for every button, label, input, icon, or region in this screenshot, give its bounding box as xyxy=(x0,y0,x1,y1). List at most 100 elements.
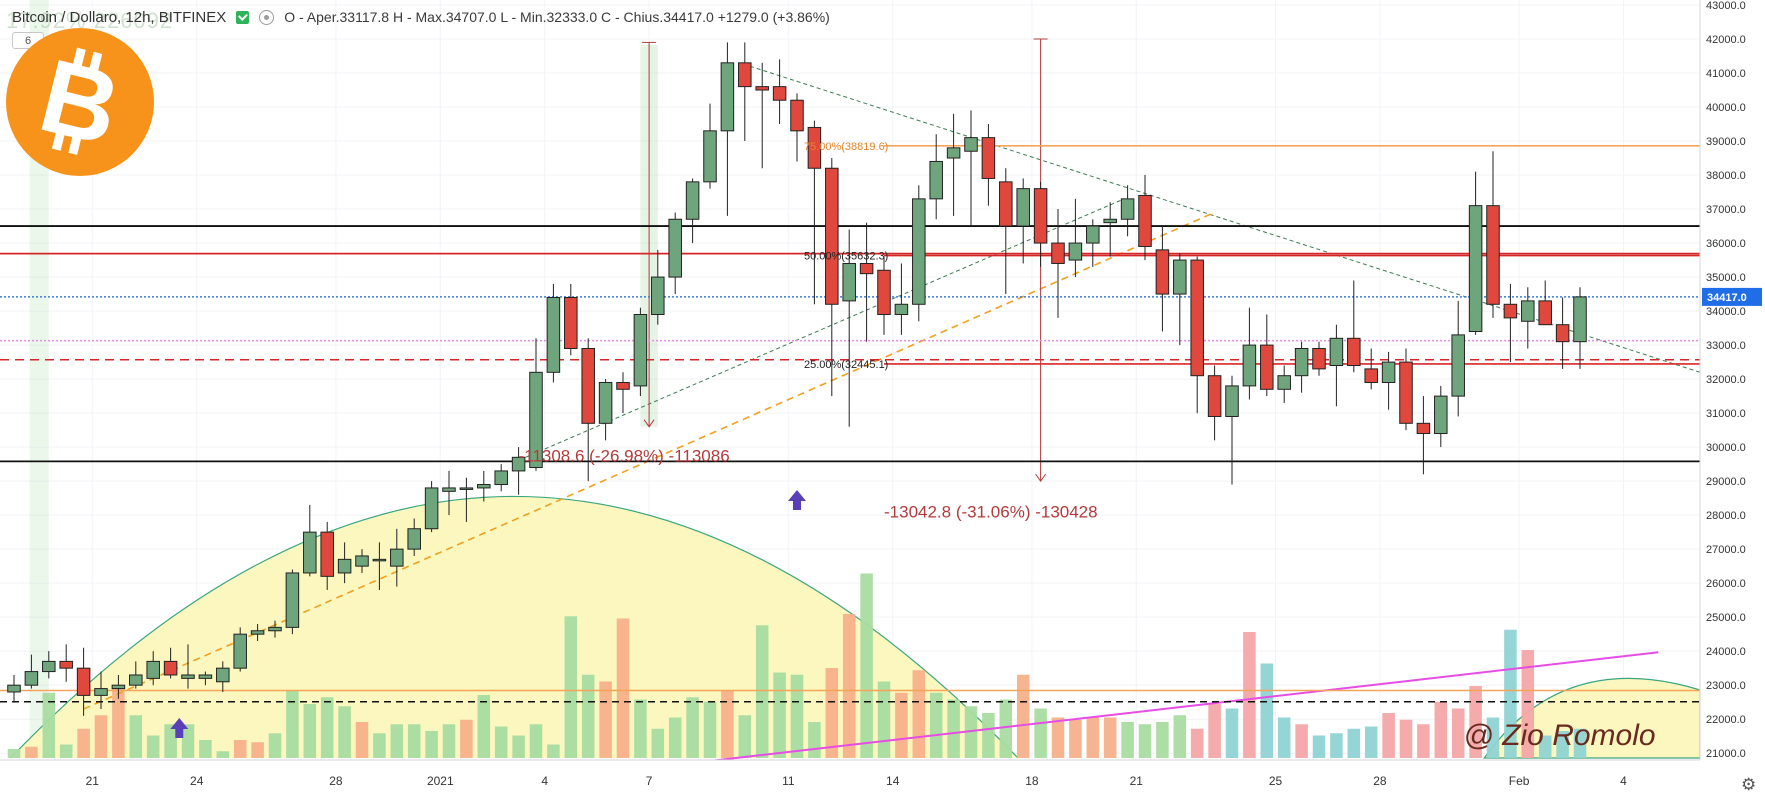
candle-body xyxy=(633,313,648,387)
candle-body xyxy=(1086,225,1100,244)
y-tick-label: 39000.0 xyxy=(1706,136,1746,148)
candle-body xyxy=(1381,361,1396,384)
volume-bar xyxy=(1208,704,1221,758)
candle-body xyxy=(720,62,735,132)
volume-bar xyxy=(460,719,473,758)
y-tick-label: 42000.0 xyxy=(1706,34,1746,46)
volume-bar xyxy=(94,715,108,758)
candle-body xyxy=(1399,361,1413,424)
volume-bar xyxy=(929,692,943,758)
y-tick-label: 29000.0 xyxy=(1706,476,1746,488)
volume-bar xyxy=(442,724,456,758)
x-tick-label: 7 xyxy=(646,774,653,788)
volume-bar xyxy=(842,614,856,758)
volume-bar xyxy=(1016,674,1030,758)
volume-bar xyxy=(1330,733,1343,758)
volume-bar xyxy=(1521,650,1535,758)
volume-bar xyxy=(129,715,143,758)
candle-body xyxy=(1138,194,1152,247)
volume-bar xyxy=(77,728,90,758)
x-tick-label: Feb xyxy=(1509,774,1530,788)
price-axis-bg xyxy=(1700,0,1765,795)
candle-body xyxy=(1434,395,1448,435)
candle-body xyxy=(564,296,578,349)
y-tick-label: 26000.0 xyxy=(1706,578,1746,590)
candle-body xyxy=(894,303,909,315)
candle-body xyxy=(685,181,700,220)
legend-bar: Bitcoin / Dollaro, 12h, BITFINEX O - Ape… xyxy=(12,6,830,28)
candle-body xyxy=(1573,296,1587,343)
volume-bar xyxy=(59,744,73,758)
volume-bar xyxy=(1573,728,1587,758)
volume-bar xyxy=(982,713,995,758)
candle-body xyxy=(964,137,978,152)
y-tick-label: 41000.0 xyxy=(1706,68,1746,80)
volume-bar xyxy=(1243,632,1256,758)
last-price-tag xyxy=(1702,287,1762,306)
candle-body xyxy=(1120,198,1135,220)
volume-bar xyxy=(825,668,839,758)
candle-body xyxy=(912,198,926,305)
symbol-title[interactable]: Bitcoin / Dollaro, 12h, BITFINEX xyxy=(12,8,227,26)
candle-body xyxy=(1051,242,1065,264)
candle-body xyxy=(407,528,421,550)
volume-bar xyxy=(616,618,630,758)
volume-bar xyxy=(1469,686,1482,758)
volume-bar xyxy=(1225,708,1239,758)
volume-bar xyxy=(7,749,21,758)
volume-bar xyxy=(1103,717,1117,758)
candle-body xyxy=(790,99,804,132)
volume-bar xyxy=(25,746,38,758)
gear-icon[interactable]: ⚙ xyxy=(1741,775,1757,794)
candle-body xyxy=(42,660,56,673)
candle-body xyxy=(250,630,265,635)
volume-bar xyxy=(999,699,1013,758)
candle-body xyxy=(807,126,822,169)
candle-body xyxy=(216,667,230,683)
candle-body xyxy=(859,262,874,275)
candle-body xyxy=(877,269,891,315)
candle-body xyxy=(1538,300,1552,326)
candle-body xyxy=(1068,242,1083,261)
candle-body xyxy=(511,456,526,472)
volume-bar xyxy=(529,724,543,758)
candle-body xyxy=(303,531,317,574)
candle-body xyxy=(94,688,108,696)
volume-bar xyxy=(390,724,404,758)
candle-body xyxy=(668,218,682,278)
candle-body xyxy=(616,382,630,390)
volume-bar xyxy=(1156,722,1169,758)
candle-body xyxy=(1416,422,1431,435)
magenta-trendline xyxy=(692,651,1659,764)
candle-body xyxy=(268,626,282,632)
y-tick-label: 40000.0 xyxy=(1706,102,1746,114)
visibility-icon[interactable] xyxy=(259,9,275,25)
checkmark-icon[interactable] xyxy=(236,10,250,24)
volume-bar xyxy=(860,573,873,758)
candle-body xyxy=(598,382,613,424)
volume-bar xyxy=(964,706,978,758)
candle-body xyxy=(1277,375,1291,390)
volume-bar xyxy=(373,733,386,758)
volume-bar xyxy=(1347,728,1361,758)
volume-bar xyxy=(738,715,752,758)
volume-bar xyxy=(338,706,351,758)
volume-bar xyxy=(1504,629,1517,758)
volume-bar xyxy=(790,674,804,758)
x-tick-label: 4 xyxy=(1620,774,1627,788)
candle-body xyxy=(581,347,595,424)
volume-bar xyxy=(721,690,734,758)
volume-bar xyxy=(1051,717,1065,758)
candle-body xyxy=(1294,347,1309,377)
volume-bar xyxy=(355,722,369,758)
volume-bar xyxy=(251,742,264,758)
volume-bar xyxy=(1382,713,1395,758)
volume-bar xyxy=(42,692,56,758)
x-tick-label: 21 xyxy=(1130,774,1144,788)
volume-bar xyxy=(634,699,647,758)
candle-body xyxy=(59,660,73,669)
candle-body xyxy=(372,558,387,562)
